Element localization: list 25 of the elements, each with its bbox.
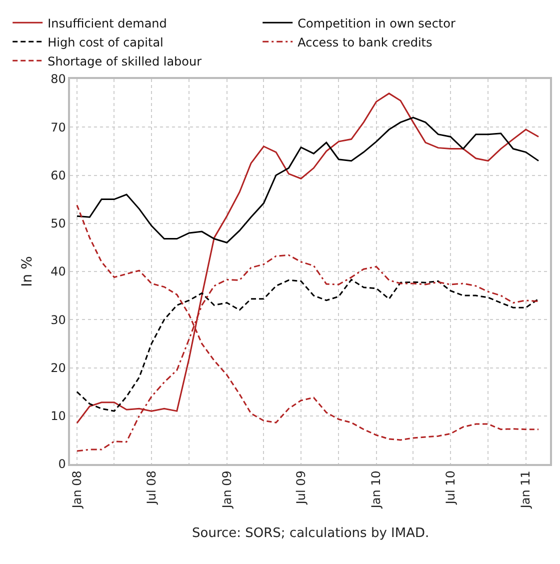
y-tick-label: 70 xyxy=(50,120,66,134)
x-tick-label: Jul 09 xyxy=(294,470,308,506)
y-tick-label: 0 xyxy=(58,457,66,472)
legend-label: High cost of capital xyxy=(48,35,164,50)
legend-label: Access to bank credits xyxy=(298,35,432,50)
y-tick-label: 20 xyxy=(50,360,66,375)
x-tick-label: Jan 11 xyxy=(518,470,533,510)
y-tick-label: 50 xyxy=(50,216,66,231)
line-series xyxy=(76,116,540,244)
y-tick-label: 60 xyxy=(50,168,66,182)
y-axis-title: In % xyxy=(20,256,36,287)
source-note: Source: SORS; calculations by IMAD. xyxy=(192,526,430,541)
legend-label: Shortage of skilled labour xyxy=(48,54,202,68)
y-tick-label: 10 xyxy=(50,409,66,424)
x-tick-label: Jan 10 xyxy=(369,470,384,510)
y-tick-label: 80 xyxy=(50,72,66,86)
x-tick-label: Jul 08 xyxy=(144,470,158,506)
x-tick-label: Jul 10 xyxy=(443,470,458,506)
y-tick-label: 40 xyxy=(50,264,66,279)
legend-label: Insufficient demand xyxy=(48,16,167,30)
line-series xyxy=(76,278,540,412)
y-tick-label: 30 xyxy=(50,312,66,327)
x-tick-label: Jan 09 xyxy=(220,470,234,510)
legend-label: Competition in own sector xyxy=(298,16,456,30)
x-tick-label: Jan 08 xyxy=(70,470,84,510)
